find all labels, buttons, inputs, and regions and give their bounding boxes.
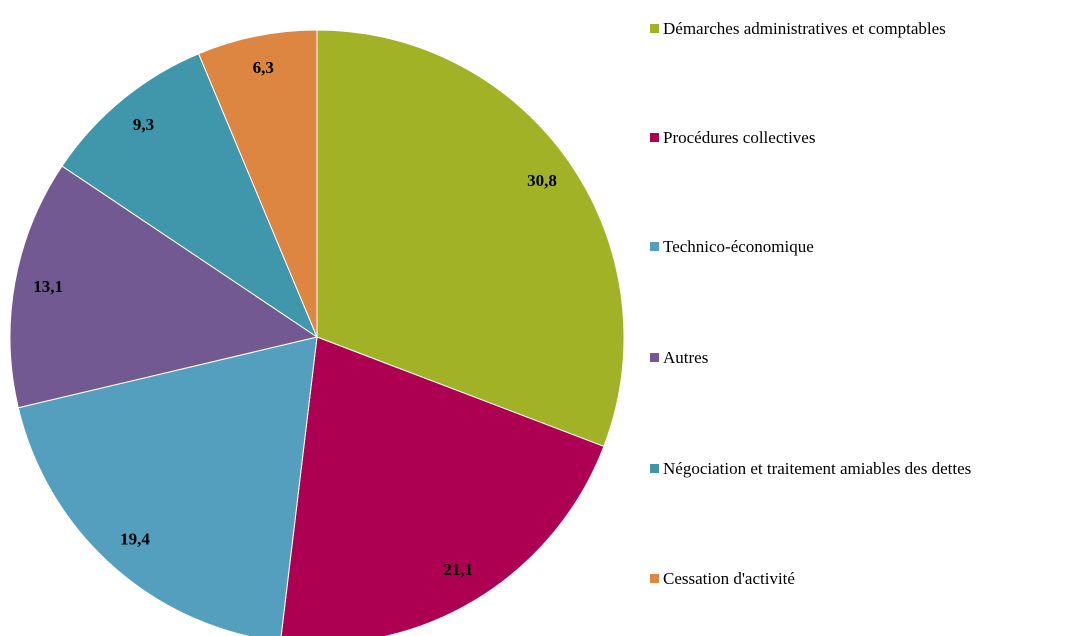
pie-slice [197,29,318,338]
legend-label: Procédures collectives [663,128,816,147]
legend-swatch [650,242,659,251]
data-label: 9,3 [133,115,154,134]
data-label: 21,1 [443,560,473,579]
pie-slice [280,336,605,636]
data-label: 19,4 [120,530,150,549]
legend-label: Autres [663,348,709,367]
legend-item: Technico-économique [650,236,1070,258]
legend-label: Négociation et traitement amiables des d… [663,459,972,478]
pie-slice [61,53,319,339]
data-label: 30,8 [527,171,557,190]
data-label: 13,1 [33,277,63,296]
legend-label: Cessation d'activité [663,569,795,588]
legend-item: Négociation et traitement amiables des d… [650,458,1070,480]
legend-swatch [650,353,659,362]
legend-item: Autres [650,347,1070,369]
pie-slice [17,336,318,636]
data-label: 6,3 [253,58,274,77]
legend-label: Technico-économique [663,237,814,256]
legend-swatch [650,133,659,142]
legend-swatch [650,574,659,583]
pie-slice [316,29,625,448]
legend-item: Cessation d'activité [650,568,1070,590]
pie-slice [9,165,319,409]
legend-swatch [650,24,659,33]
legend-swatch [650,464,659,473]
legend-item: Procédures collectives [650,127,1070,149]
legend-label: Démarches administratives et comptables [663,19,946,38]
legend-item: Démarches administratives et comptables [650,18,1070,40]
